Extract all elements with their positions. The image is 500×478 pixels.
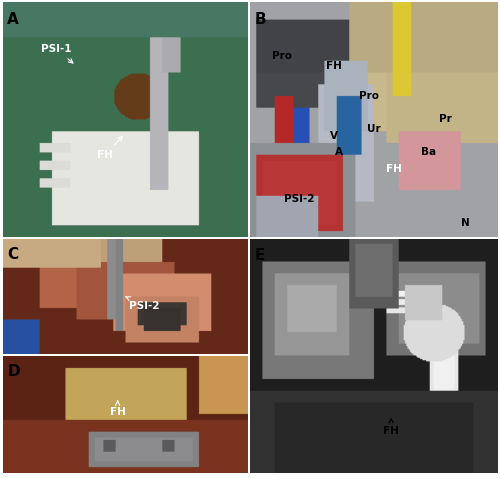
Text: D: D <box>8 364 20 380</box>
Text: FH: FH <box>383 419 399 436</box>
Text: FH: FH <box>98 137 122 160</box>
Text: C: C <box>8 247 18 262</box>
Text: FH: FH <box>110 401 126 417</box>
Text: A: A <box>8 12 19 27</box>
Text: Pro: Pro <box>359 91 379 101</box>
Text: PSI-1: PSI-1 <box>41 44 73 63</box>
Text: Pro: Pro <box>272 51 292 61</box>
Text: N: N <box>461 217 469 228</box>
Text: Ba: Ba <box>420 147 436 157</box>
Text: A: A <box>335 147 343 157</box>
Text: PSI-2: PSI-2 <box>126 296 160 311</box>
Text: Pr: Pr <box>439 115 452 124</box>
Text: Ur: Ur <box>367 124 380 134</box>
Text: V: V <box>330 131 338 141</box>
Text: B: B <box>255 12 266 27</box>
Text: E: E <box>255 249 266 263</box>
Text: PSI-2: PSI-2 <box>284 194 315 204</box>
Text: FH: FH <box>326 61 342 71</box>
Text: FH: FH <box>386 163 402 174</box>
